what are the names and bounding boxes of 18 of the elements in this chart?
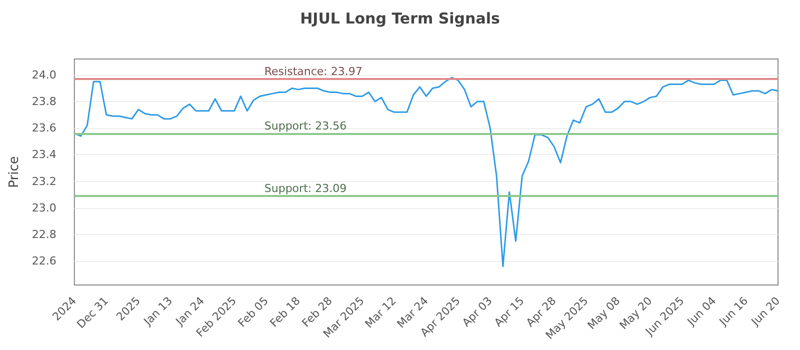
x-tick-label: Jun 16 — [716, 294, 751, 329]
y-tick-label: 24.0 — [32, 68, 56, 82]
ref-line-label: Support: 23.09 — [264, 182, 347, 195]
chart-title: HJUL Long Term Signals — [300, 10, 500, 28]
y-tick-label: 23.4 — [32, 148, 56, 162]
x-tick-label: Jun 20 — [748, 294, 783, 329]
y-tick-label: 23.2 — [32, 174, 56, 188]
y-axis-title: Price — [7, 156, 22, 188]
y-tick-label: 23.6 — [32, 122, 56, 135]
y-tick-label: 23.0 — [32, 201, 56, 214]
x-tick-label: Dec 31 — [74, 294, 111, 331]
y-tick-label: 23.8 — [32, 95, 56, 108]
ref-line-label: Resistance: 23.97 — [264, 64, 362, 78]
ref-line-label: Support: 23.56 — [264, 119, 347, 132]
x-tick-label: Jan 13 — [140, 294, 175, 329]
x-tick-label: Jun 04 — [684, 294, 719, 329]
y-tick-label: 22.6 — [32, 254, 56, 268]
y-tick-label: 22.8 — [32, 228, 56, 241]
